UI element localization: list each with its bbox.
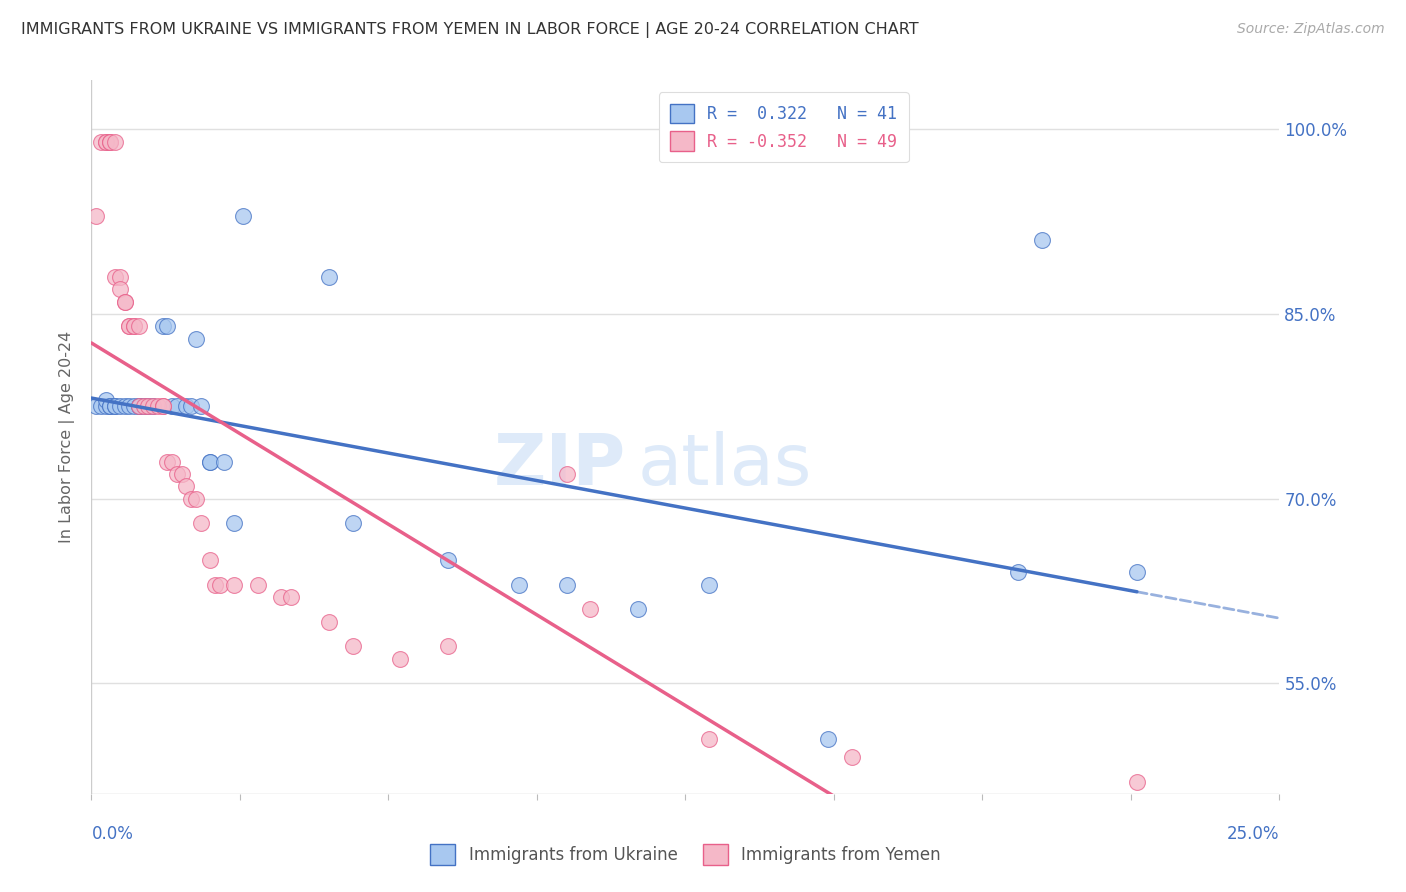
Point [128, 400, 150, 414]
Point [122, 319, 145, 334]
Point [1031, 233, 1053, 247]
Point [160, 455, 183, 469]
Point [94, 135, 117, 149]
Point [1007, 566, 1029, 580]
Point [118, 400, 141, 414]
Point [214, 455, 236, 469]
Text: IMMIGRANTS FROM UKRAINE VS IMMIGRANTS FROM YEMEN IN LABOR FORCE | AGE 20-24 CORR: IMMIGRANTS FROM UKRAINE VS IMMIGRANTS FR… [21, 22, 918, 38]
Point [555, 467, 578, 481]
Point [94, 400, 117, 414]
Point [200, 455, 222, 469]
Point [104, 270, 127, 285]
Point [156, 319, 179, 334]
Text: Source: ZipAtlas.com: Source: ZipAtlas.com [1237, 22, 1385, 37]
Point [184, 332, 207, 346]
Point [100, 135, 122, 149]
Point [627, 602, 650, 616]
Point [94, 135, 117, 149]
Point [152, 400, 174, 414]
Legend: Immigrants from Ukraine, Immigrants from Yemen: Immigrants from Ukraine, Immigrants from… [423, 838, 948, 871]
Point [180, 400, 202, 414]
Point [132, 400, 155, 414]
Point [246, 578, 269, 592]
Point [160, 400, 183, 414]
Point [176, 479, 198, 493]
Point [128, 319, 150, 334]
Text: atlas: atlas [638, 431, 813, 500]
Point [817, 731, 839, 746]
Point [318, 615, 340, 629]
Point [100, 400, 122, 414]
Point [184, 491, 207, 506]
Point [508, 578, 530, 592]
Point [142, 400, 165, 414]
Point [697, 731, 720, 746]
Point [142, 400, 165, 414]
Point [128, 400, 150, 414]
Point [222, 578, 245, 592]
Point [222, 516, 245, 531]
Point [166, 467, 188, 481]
Point [280, 590, 302, 604]
Point [114, 294, 136, 309]
Point [180, 491, 202, 506]
Point [389, 651, 412, 665]
Point [108, 282, 131, 296]
Point [697, 578, 720, 592]
Point [176, 400, 198, 414]
Point [200, 553, 222, 567]
Point [104, 135, 127, 149]
Point [166, 400, 188, 414]
Point [555, 578, 578, 592]
Point [132, 400, 155, 414]
Point [436, 639, 458, 653]
Point [114, 400, 136, 414]
Point [104, 400, 127, 414]
Text: 25.0%: 25.0% [1227, 825, 1279, 843]
Point [200, 455, 222, 469]
Point [170, 467, 193, 481]
Point [579, 602, 602, 616]
Point [84, 400, 107, 414]
Point [190, 516, 212, 531]
Point [841, 750, 863, 764]
Point [204, 578, 226, 592]
Point [436, 553, 458, 567]
Point [122, 400, 145, 414]
Y-axis label: In Labor Force | Age 20-24: In Labor Force | Age 20-24 [59, 331, 76, 543]
Point [152, 319, 174, 334]
Point [108, 400, 131, 414]
Point [152, 400, 174, 414]
Point [90, 400, 112, 414]
Point [232, 209, 254, 223]
Point [146, 400, 169, 414]
Point [1126, 566, 1149, 580]
Point [1126, 774, 1149, 789]
Point [118, 319, 141, 334]
Point [100, 400, 122, 414]
Point [100, 135, 122, 149]
Point [342, 516, 364, 531]
Point [138, 400, 160, 414]
Point [318, 270, 340, 285]
Text: 0.0%: 0.0% [91, 825, 134, 843]
Point [138, 400, 160, 414]
Point [208, 578, 231, 592]
Point [128, 400, 150, 414]
Point [270, 590, 292, 604]
Text: ZIP: ZIP [494, 431, 626, 500]
Point [94, 393, 117, 408]
Point [104, 400, 127, 414]
Point [190, 400, 212, 414]
Point [342, 639, 364, 653]
Point [122, 319, 145, 334]
Point [84, 209, 107, 223]
Point [108, 270, 131, 285]
Point [114, 294, 136, 309]
Point [156, 455, 179, 469]
Point [90, 135, 112, 149]
Point [118, 319, 141, 334]
